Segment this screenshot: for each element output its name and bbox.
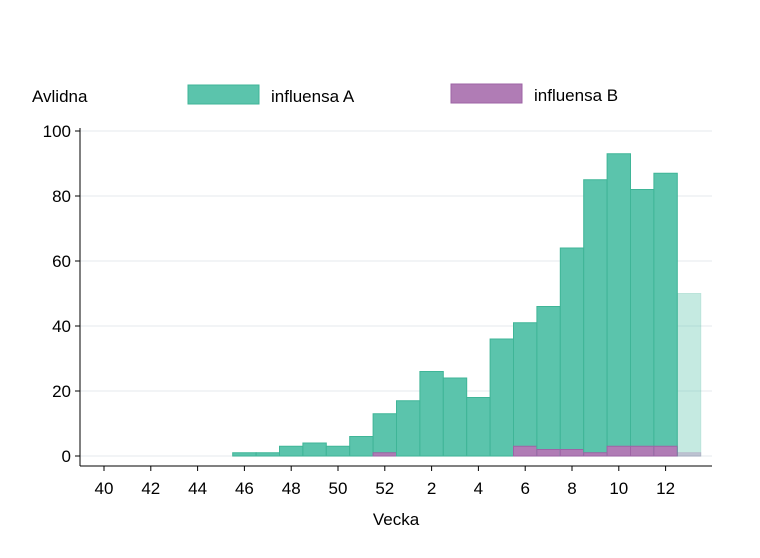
influensa-a-bar bbox=[279, 445, 304, 457]
influensa-a-bar bbox=[442, 377, 468, 457]
influensa-a-bar bbox=[372, 413, 398, 457]
influensa-b-bar bbox=[372, 452, 398, 457]
x-tick-label: 46 bbox=[235, 479, 254, 498]
y-tick-label: 60 bbox=[52, 252, 71, 271]
x-axis-label: Vecka bbox=[373, 510, 420, 529]
legend-swatch-influensa-a bbox=[187, 84, 260, 105]
influensa-b-bar bbox=[513, 445, 538, 457]
y-tick-label: 0 bbox=[62, 447, 71, 466]
x-tick-label: 12 bbox=[656, 479, 675, 498]
legend-label-influensa-a: influensa A bbox=[271, 87, 355, 106]
x-tick-label: 2 bbox=[427, 479, 436, 498]
influensa-a-bar bbox=[513, 322, 538, 457]
influensa-a-bar bbox=[606, 153, 631, 457]
influensa-a-bar bbox=[466, 397, 491, 457]
influensa-a-bar bbox=[396, 400, 421, 457]
influensa-b-bar bbox=[606, 445, 631, 457]
influensa-a-bar bbox=[630, 189, 655, 457]
influensa-a-bar bbox=[653, 172, 678, 457]
x-tick-label: 52 bbox=[375, 479, 394, 498]
influensa-a-bar bbox=[349, 436, 374, 457]
x-tick-label: 40 bbox=[95, 479, 114, 498]
influensa-a-bar bbox=[302, 442, 327, 457]
influensa-a-bar bbox=[232, 452, 257, 457]
y-axis-label: Avlidna bbox=[32, 87, 88, 106]
influensa-a-bar bbox=[325, 445, 351, 457]
influensa-a-bar bbox=[255, 452, 281, 457]
influensa-b-bar bbox=[630, 445, 655, 457]
legend-swatch-influensa-b bbox=[450, 83, 523, 104]
influensa-b-bar bbox=[583, 452, 608, 457]
x-tick-label: 50 bbox=[329, 479, 348, 498]
y-tick-label: 100 bbox=[43, 122, 71, 141]
x-tick-label: 44 bbox=[188, 479, 207, 498]
influensa-a-bar bbox=[536, 306, 561, 457]
x-tick-label: 6 bbox=[520, 479, 529, 498]
influensa-b-bar bbox=[559, 449, 585, 457]
influensa-b-bar bbox=[653, 445, 678, 457]
y-tick-label: 20 bbox=[52, 382, 71, 401]
influensa-a-bar bbox=[559, 247, 585, 457]
influensa-a-bar bbox=[419, 371, 444, 457]
x-tick-label: 8 bbox=[567, 479, 576, 498]
x-tick-label: 48 bbox=[282, 479, 301, 498]
x-tick-label: 4 bbox=[474, 479, 483, 498]
y-tick-label: 40 bbox=[52, 317, 71, 336]
x-tick-label: 42 bbox=[141, 479, 160, 498]
influensa-b-bar bbox=[536, 449, 561, 457]
y-tick-label: 80 bbox=[52, 187, 71, 206]
influensa-a-bar bbox=[676, 293, 702, 457]
influensa-a-bar bbox=[583, 179, 608, 457]
influensa-b-bar bbox=[676, 452, 702, 457]
x-tick-label: 10 bbox=[609, 479, 628, 498]
influensa-a-bar bbox=[489, 338, 515, 457]
legend-label-influensa-b: influensa B bbox=[534, 86, 618, 105]
legend: influensa A influensa B bbox=[187, 83, 618, 106]
